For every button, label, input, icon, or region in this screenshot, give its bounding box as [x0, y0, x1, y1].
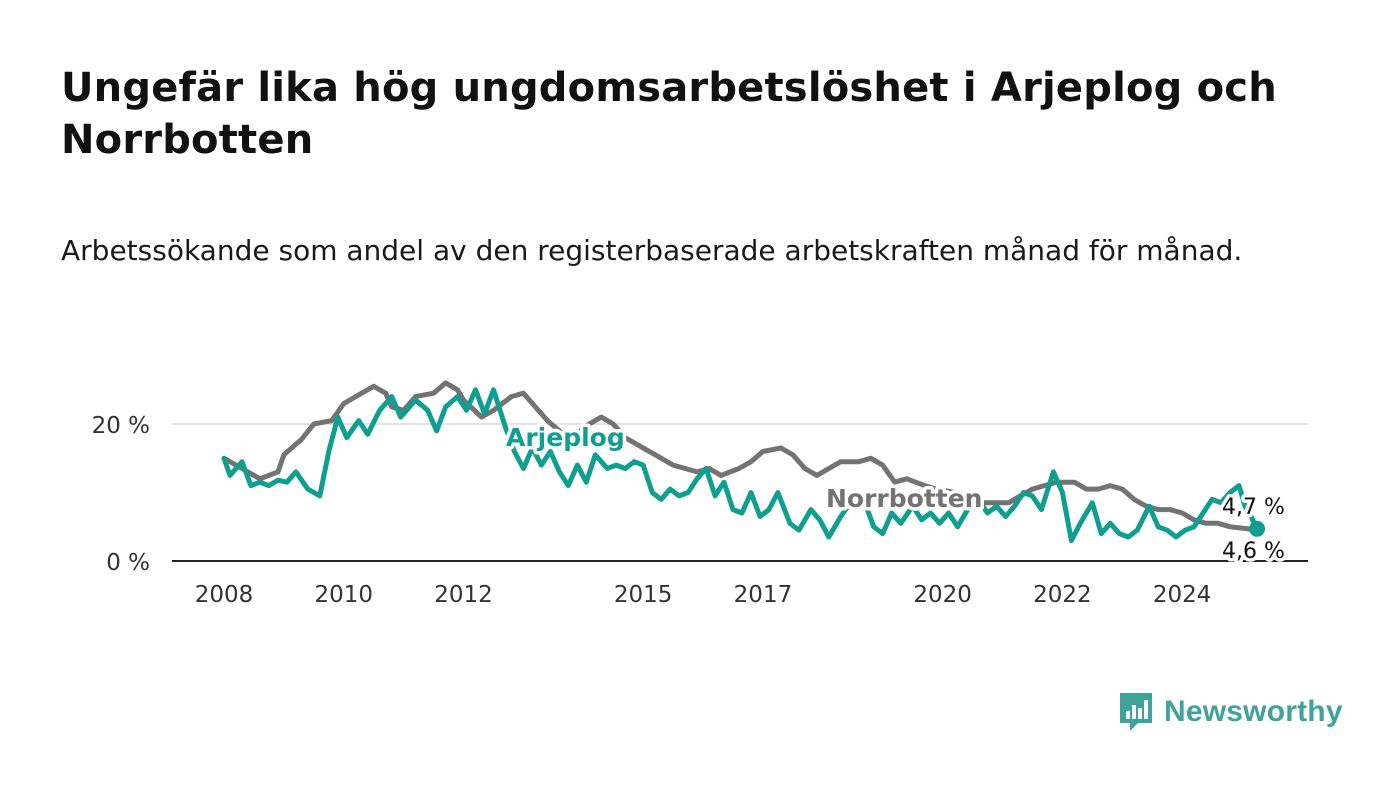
x-tick-label: 2017	[734, 582, 793, 608]
series-lines	[221, 380, 1266, 543]
series-end-dot	[1249, 520, 1266, 537]
newsworthy-logo: Newsworthy	[1118, 689, 1343, 735]
x-tick-label: 2020	[913, 582, 972, 608]
x-axis-labels: 2008 2010 2012 2015 2017 2020 2022 2024	[195, 582, 1212, 608]
x-tick-label: 2010	[314, 582, 373, 608]
chart-title: Ungefär lika hög ungdomsarbetslöshet i A…	[61, 65, 1277, 163]
y-tick-label: 20 %	[92, 413, 150, 439]
y-grid	[172, 423, 1308, 562]
series-label-norrbotten: Norrbotten	[826, 484, 982, 513]
y-axis-labels: 0 % 20 %	[92, 413, 150, 576]
x-tick-label: 2012	[434, 582, 493, 608]
series-labels: Arjeplog Norrbotten 4,7 % 4,6 %	[503, 420, 1289, 568]
newsworthy-logo-icon	[1118, 691, 1154, 733]
x-tick-label: 2015	[614, 582, 673, 608]
series-line-arjeplog	[221, 387, 1260, 543]
end-value-arjeplog: 4,7 %	[1222, 495, 1285, 520]
series-label-arjeplog: Arjeplog	[506, 423, 625, 452]
newsworthy-logo-text: Newsworthy	[1164, 695, 1343, 728]
y-tick-label: 0 %	[106, 550, 150, 576]
x-tick-label: 2024	[1153, 582, 1212, 608]
x-tick-label: 2008	[195, 582, 254, 608]
x-tick-label: 2022	[1033, 582, 1092, 608]
chart-subtitle: Arbetssökande som andel av den registerb…	[61, 234, 1243, 267]
end-value-norrbotten: 4,6 %	[1222, 539, 1285, 564]
series-line-norrbotten	[221, 380, 1257, 532]
